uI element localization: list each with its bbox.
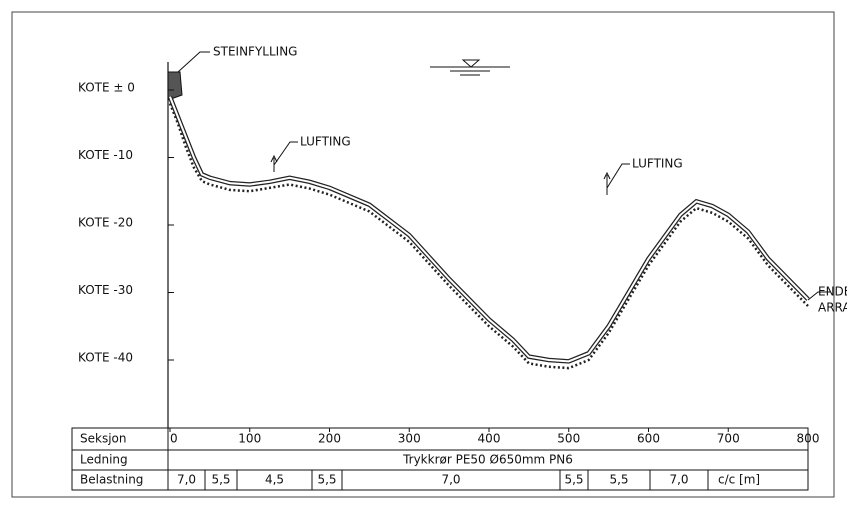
seabed: [168, 103, 809, 370]
pipe-inner: [169, 96, 809, 363]
belastning-cell: 4,5: [265, 473, 284, 487]
stone-fill: [167, 71, 183, 101]
belastning-cell: 7,0: [669, 473, 688, 487]
x-tick-label: 500: [557, 432, 580, 446]
row-label: Belastning: [80, 473, 143, 487]
ledning: Trykkrør PE50 Ø650mm PN6: [402, 453, 573, 467]
y-tick-label: KOTE -20: [78, 216, 133, 230]
belastning-cell: 7,0: [177, 473, 196, 487]
belastning-cell: 5,5: [609, 473, 628, 487]
y-tick-label: KOTE ± 0: [78, 81, 135, 95]
annotation: ENDE-: [818, 285, 847, 299]
x-tick-label: 100: [238, 432, 261, 446]
row-label: Seksjon: [80, 432, 126, 446]
belastning-cell: 5,5: [211, 473, 230, 487]
leader: [270, 141, 298, 172]
y-tick-label: KOTE -10: [78, 148, 133, 162]
frame: [11, 11, 835, 498]
x-tick-label: 400: [478, 432, 501, 446]
x-tick-label: 300: [398, 432, 421, 446]
table-grid: [71, 427, 809, 491]
x-tick-label: 0: [170, 432, 178, 446]
x-tick-label: 800: [797, 432, 820, 446]
annotation: LUFTING: [632, 157, 683, 171]
y-tick-label: KOTE -40: [78, 351, 133, 365]
annotation: LUFTING: [300, 135, 351, 149]
x-tick-label: 200: [318, 432, 341, 446]
leader: [807, 291, 830, 301]
x-tick-label: 600: [637, 432, 660, 446]
belastning-cell: 5,5: [317, 473, 336, 487]
pipe: [167, 95, 810, 364]
leader: [603, 163, 630, 195]
annotation: ARRANGEM.: [818, 301, 847, 315]
belastning-cell: 5,5: [564, 473, 583, 487]
row-label: Ledning: [80, 453, 128, 467]
leader: [177, 51, 210, 73]
unit: c/c [m]: [718, 473, 760, 487]
water-symbol: [430, 59, 510, 76]
y-tick-label: KOTE -30: [78, 283, 133, 297]
annotation: STEINFYLLING: [213, 45, 297, 59]
belastning-cell: 7,0: [441, 473, 460, 487]
x-tick-label: 700: [717, 432, 740, 446]
